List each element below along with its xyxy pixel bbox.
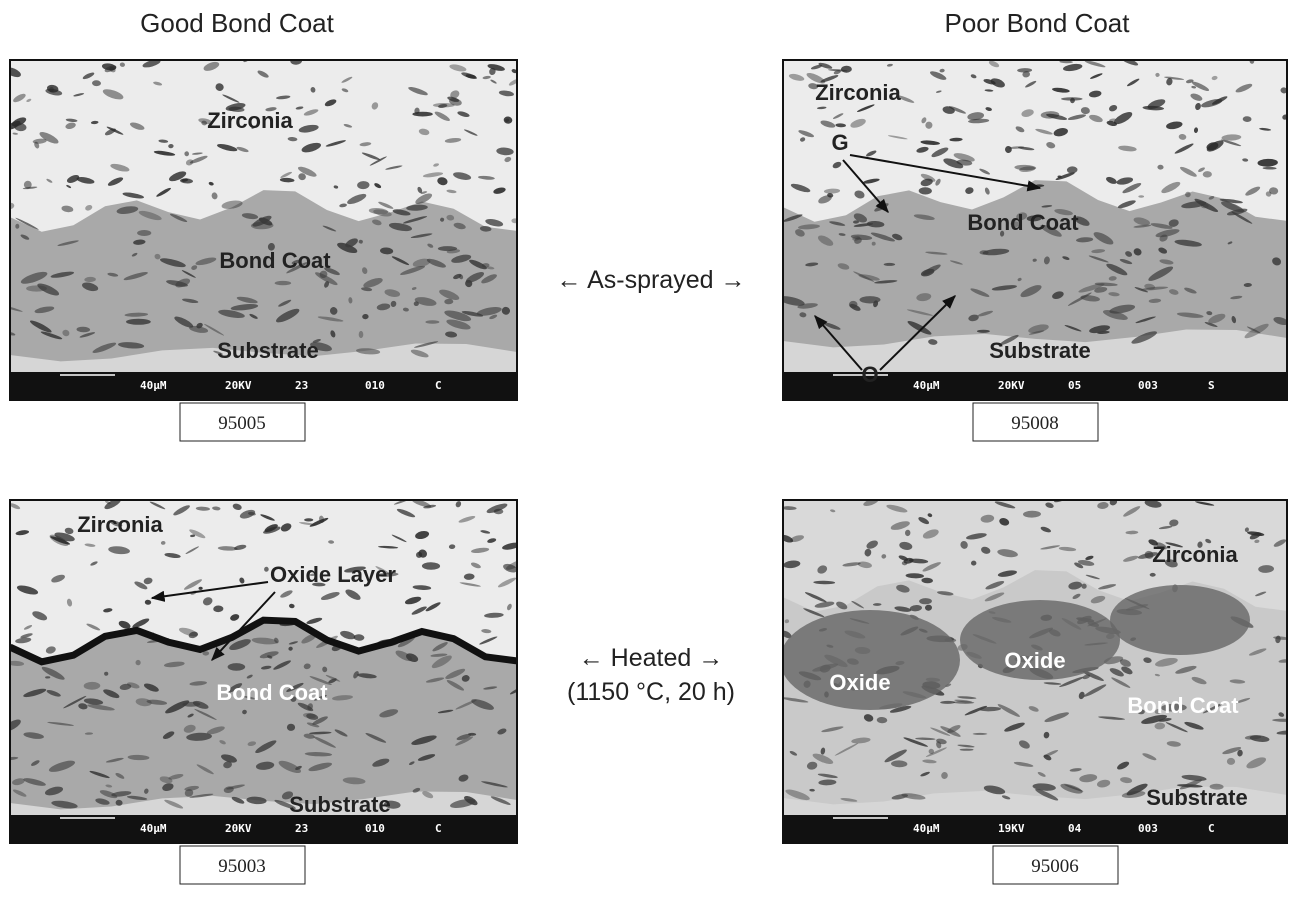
info-bar-text: 20KV [225, 379, 252, 392]
info-bar-text: C [1208, 822, 1215, 835]
region-label: Substrate [289, 792, 390, 817]
info-bar-text: 04 [1068, 822, 1082, 835]
texture [137, 230, 151, 236]
caption: 95006 [1031, 856, 1079, 877]
region-label: Oxide Layer [270, 562, 396, 587]
texture [275, 281, 291, 285]
texture [971, 561, 976, 566]
region-label: O [861, 362, 878, 387]
region-label: Substrate [1146, 785, 1247, 810]
info-bar-text: 40µM [913, 822, 940, 835]
texture [1138, 195, 1144, 198]
info-bar-text: 010 [365, 379, 385, 392]
micrograph: 40µM 20KV 23 010 C Zirconia Oxide Layer Bond Co… [2, 496, 524, 884]
texture [425, 320, 439, 324]
texture [126, 319, 151, 325]
region-label: Zirconia [1152, 542, 1238, 567]
row-label: ← As-sprayed → [557, 266, 746, 294]
row-label: ← Heated → [579, 644, 724, 672]
texture [304, 518, 313, 521]
micrograph: 40µM 19KV 04 003 C Zirconia Oxide Oxide Bond Coa… [779, 497, 1289, 884]
texture [977, 330, 990, 333]
texture [973, 733, 988, 735]
info-bar-text: 40µM [913, 379, 940, 392]
region-label: Substrate [989, 338, 1090, 363]
region-label: Bond Coat [967, 210, 1079, 235]
texture [884, 263, 896, 266]
info-bar-text: C [435, 822, 442, 835]
region-label: G [831, 130, 848, 155]
region-label: Substrate [217, 338, 318, 363]
region-label: Oxide [1004, 648, 1065, 673]
texture [1061, 97, 1083, 100]
caption: 95005 [218, 413, 266, 434]
texture [228, 663, 246, 671]
oxide-region [780, 610, 960, 710]
row-condition: (1150 °C, 20 h) [567, 678, 735, 706]
column-title: Poor Bond Coat [944, 8, 1130, 38]
info-bar-text: 010 [365, 822, 385, 835]
info-bar-text: 003 [1138, 379, 1158, 392]
oxide-region [1110, 585, 1250, 655]
caption: 95003 [218, 856, 266, 877]
region-label: Zirconia [207, 108, 293, 133]
texture [1150, 573, 1156, 577]
texture [359, 331, 364, 338]
region-label: Bond Coat [1127, 693, 1239, 718]
info-bar-text: C [435, 379, 442, 392]
info-bar-text: 40µM [140, 822, 167, 835]
figure: Good Bond Coat Poor Bond Coat ← As-spray… [0, 0, 1289, 898]
info-bar-text: 20KV [998, 379, 1025, 392]
column-title: Good Bond Coat [140, 8, 334, 38]
texture [412, 112, 432, 117]
region-label: Zirconia [77, 512, 163, 537]
caption: 95008 [1011, 413, 1059, 434]
region-label: Bond Coat [216, 680, 328, 705]
micrograph: 40µM 20KV 23 010 C Zirconia Bond Coat Substrate… [0, 57, 520, 441]
info-bar-text: 23 [295, 379, 308, 392]
info-bar-text: 003 [1138, 822, 1158, 835]
micrograph: 40µM 20KV 05 003 S Zirconia G Bond Coat O Substra… [778, 55, 1289, 441]
info-bar-text: 20KV [225, 822, 252, 835]
info-bar-text: 05 [1068, 379, 1081, 392]
info-bar-text: 19KV [998, 822, 1025, 835]
micrograph-image [2, 496, 524, 843]
region-label: Zirconia [815, 80, 901, 105]
texture [960, 749, 974, 751]
info-bar-text: S [1208, 379, 1215, 392]
info-bar-text: 23 [295, 822, 308, 835]
region-label: Oxide [829, 670, 890, 695]
info-bar-text: 40µM [140, 379, 167, 392]
region-label: Bond Coat [219, 248, 331, 273]
